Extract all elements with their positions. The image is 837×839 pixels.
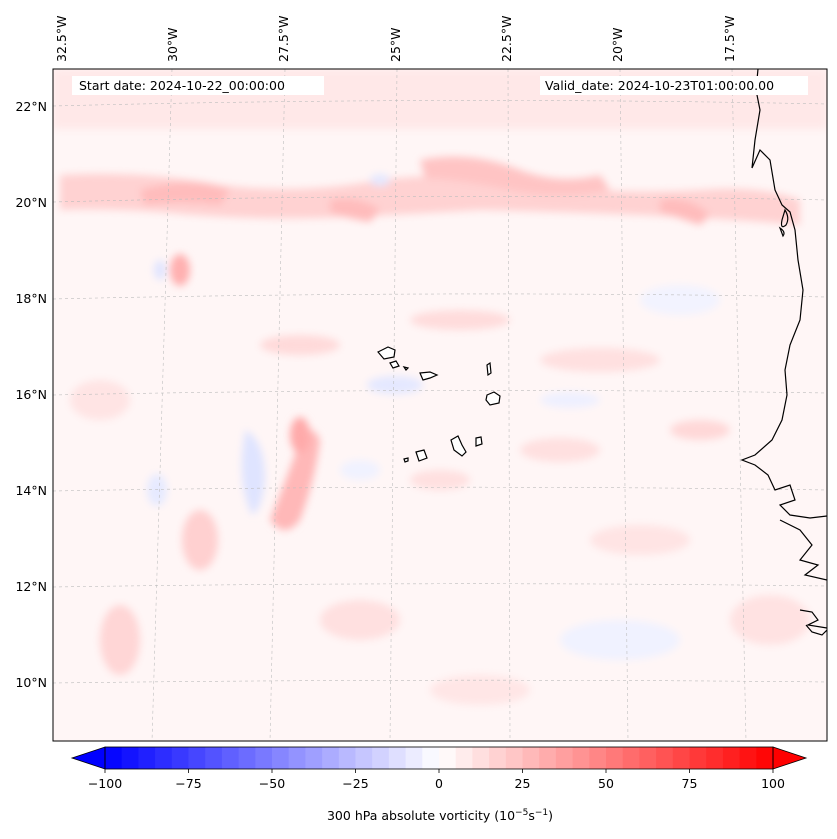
colorbar-cell — [405, 747, 423, 769]
gridlines — [53, 69, 827, 741]
colorbar-cell — [138, 747, 156, 769]
colorbar-tick-label: 75 — [682, 776, 698, 791]
colorbar-cell — [439, 747, 457, 769]
colorbar-tick-label: −50 — [259, 776, 285, 791]
map-frame — [52, 68, 828, 742]
colorbar-cell — [722, 747, 741, 769]
lon-label-32-5w: 32.5°W — [54, 16, 69, 62]
colorbar-cell — [455, 747, 473, 769]
colorbar-tick-label: −25 — [342, 776, 368, 791]
colorbar-cell — [472, 747, 490, 769]
lat-label-16n: 16°N — [15, 387, 47, 402]
coastline — [740, 69, 827, 636]
colorbar-cell — [589, 747, 607, 769]
cabo-verde-islands — [377, 346, 501, 463]
colorbar-cell — [255, 747, 273, 769]
colorbar-cell — [238, 747, 256, 769]
colorbar-cell — [171, 747, 189, 769]
colorbar-cell — [639, 747, 657, 769]
colorbar-cell — [539, 747, 557, 769]
latitude-labels: 22°N 20°N 18°N 16°N 14°N 12°N 10°N — [15, 99, 47, 690]
colorbar-cell — [105, 747, 123, 769]
colorbar-cells — [105, 747, 774, 769]
colorbar-cell — [656, 747, 674, 769]
colorbar-cell — [689, 747, 707, 769]
colorbar-left-extension — [70, 746, 106, 770]
colorbar-cell — [338, 747, 356, 769]
colorbar-cell — [188, 747, 206, 769]
colorbar-tick-label: −100 — [88, 776, 122, 791]
colorbar-cell — [756, 747, 774, 769]
lat-label-22n: 22°N — [15, 99, 47, 114]
colorbar-ticks: −100 −75 −50 −25 0 25 50 75 100 — [88, 769, 785, 791]
colorbar: −100 −75 −50 −25 0 25 50 75 100 300 hPa absolute… — [70, 746, 808, 823]
colorbar-cell — [388, 747, 407, 769]
colorbar-label: 300 hPa absolute vorticity (10−5s−1) — [327, 808, 553, 823]
colorbar-cell — [121, 747, 139, 769]
start-date-label: Start date: 2024-10-22_00:00:00 — [79, 78, 285, 93]
start-date-box — [72, 76, 324, 95]
colorbar-cell — [489, 747, 507, 769]
colorbar-cell — [606, 747, 624, 769]
colorbar-tick-label: −75 — [175, 776, 201, 791]
lon-label-30w: 30°W — [165, 27, 180, 62]
colorbar-cell — [505, 747, 523, 769]
colorbar-cell — [155, 747, 173, 769]
lon-label-17-5w: 17.5°W — [722, 16, 737, 62]
lat-label-10n: 10°N — [15, 675, 47, 690]
lat-label-18n: 18°N — [15, 291, 47, 306]
colorbar-cell — [672, 747, 690, 769]
valid-date-box — [540, 76, 808, 95]
longitude-labels: 32.5°W 30°W 27.5°W 25°W 22.5°W 20°W 17.5… — [54, 16, 737, 62]
colorbar-right-extension — [772, 746, 808, 770]
colorbar-tick-label: 25 — [515, 776, 531, 791]
lon-label-25w: 25°W — [388, 27, 403, 62]
colorbar-cell — [221, 747, 240, 769]
colorbar-cell — [422, 747, 440, 769]
colorbar-cell — [572, 747, 590, 769]
colorbar-tick-label: 50 — [598, 776, 614, 791]
colorbar-cell — [322, 747, 340, 769]
colorbar-cell — [355, 747, 373, 769]
colorbar-tick-label: 0 — [435, 776, 443, 791]
map-panel: Start date: 2024-10-22_00:00:00 Valid_da… — [52, 68, 828, 742]
colorbar-cell — [739, 747, 757, 769]
lat-label-12n: 12°N — [15, 579, 47, 594]
lon-label-22-5w: 22.5°W — [499, 16, 514, 62]
colorbar-cell — [272, 747, 290, 769]
colorbar-tick-label: 100 — [761, 776, 785, 791]
lat-label-14n: 14°N — [15, 483, 47, 498]
valid-date-label: Valid_date: 2024-10-23T01:00:00.00 — [545, 78, 774, 93]
lon-label-27-5w: 27.5°W — [276, 16, 291, 62]
colorbar-cell — [555, 747, 574, 769]
lat-label-20n: 20°N — [15, 195, 47, 210]
colorbar-cell — [305, 747, 323, 769]
colorbar-cell — [522, 747, 540, 769]
colorbar-cell — [205, 747, 223, 769]
colorbar-cell — [622, 747, 640, 769]
colorbar-cell — [706, 747, 724, 769]
colorbar-cell — [372, 747, 390, 769]
colorbar-cell — [288, 747, 306, 769]
lon-label-20w: 20°W — [610, 27, 625, 62]
